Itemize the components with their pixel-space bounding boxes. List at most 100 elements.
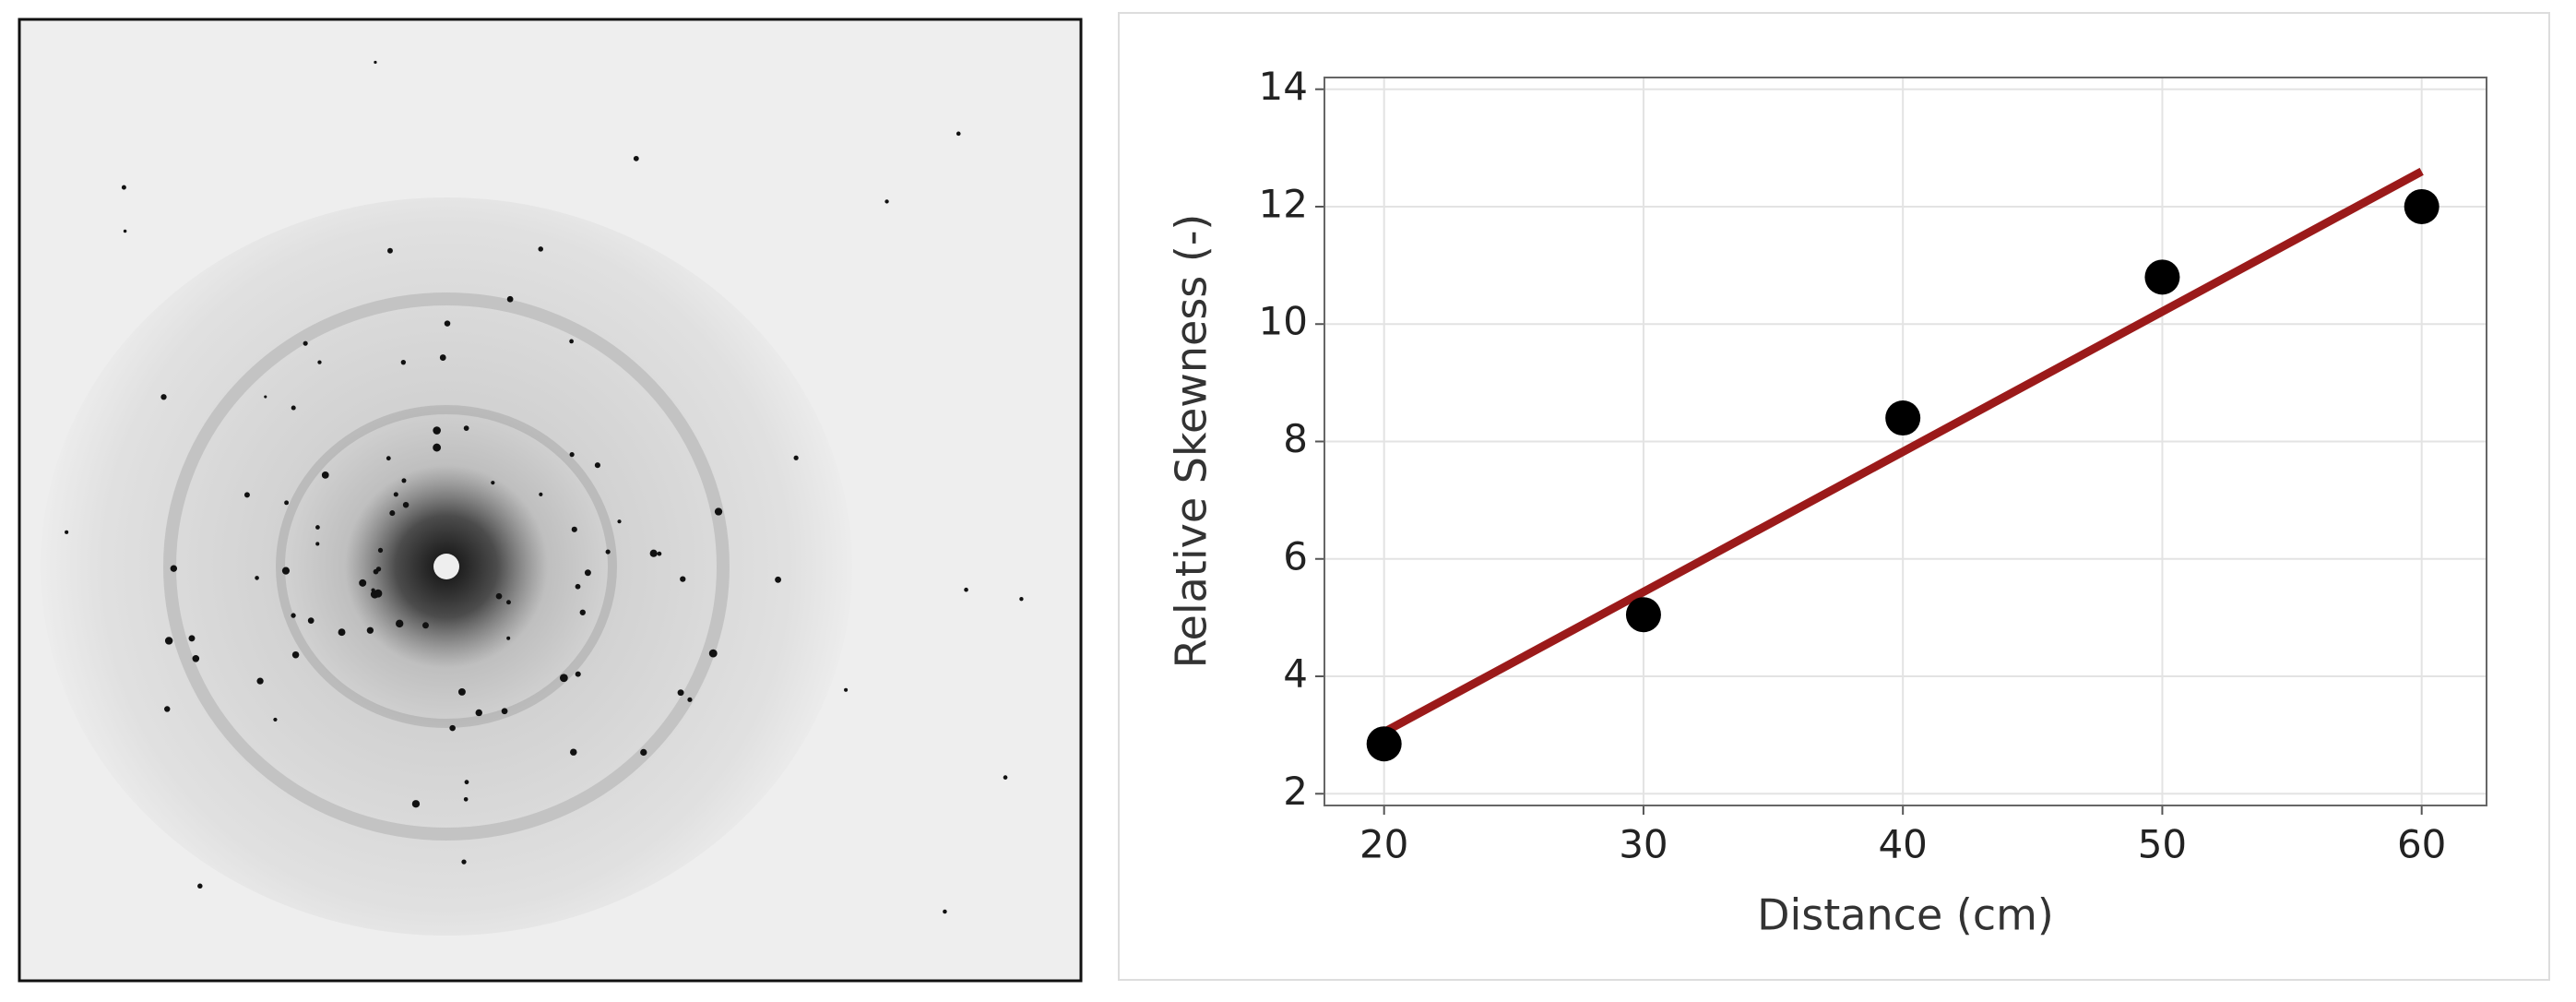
speck [395,619,404,628]
speck [386,456,391,461]
data-point [1625,597,1661,633]
speck [956,131,961,137]
speck [649,549,658,557]
speck [559,674,568,683]
speck [569,339,574,344]
speck [633,155,639,161]
x-tick-label: 20 [1359,822,1408,867]
speck [359,579,367,587]
diffraction-image [18,18,1083,983]
speck [579,609,586,615]
speck [714,507,723,516]
speck [884,199,889,204]
speck [570,748,577,756]
x-tick-label: 60 [2397,822,2446,867]
speck [775,576,782,583]
y-tick-label: 10 [1259,299,1308,344]
speck [506,636,511,640]
y-tick-label: 2 [1283,769,1308,814]
speck [687,697,693,702]
speck [433,443,442,452]
speck [264,395,267,399]
speck [569,452,575,458]
speck [366,626,374,634]
speck [657,551,662,556]
x-tick-label: 30 [1619,822,1668,867]
speck [401,478,407,483]
speck [461,859,467,865]
x-tick-label: 40 [1878,822,1927,867]
speck [421,622,429,629]
plot-area: 2 4 6 8 10 12 14 20 30 40 50 60 [1259,64,2487,867]
speck [495,592,503,600]
speck [680,576,686,582]
speck [400,360,407,365]
speck [501,708,508,715]
speck [374,60,377,65]
speck [121,185,126,190]
speck [433,426,441,435]
speck [273,717,278,722]
speck [303,340,308,346]
data-point [2404,188,2439,224]
chart-panel [1118,12,2550,981]
data-point [1885,400,1921,436]
speck [317,360,322,364]
speck [393,492,398,497]
speck [256,677,264,685]
speck [538,246,543,252]
speck [444,320,451,327]
speck [284,500,290,506]
speck [943,909,947,914]
speck [123,229,127,233]
speck [389,510,396,517]
speck [449,724,456,732]
speck [255,576,259,580]
speck [571,526,577,532]
y-tick-label: 6 [1283,533,1308,579]
speck [463,425,469,431]
speck [315,525,320,530]
y-tick-label: 4 [1283,651,1308,697]
speck [291,613,296,618]
speck [160,394,167,400]
data-point [1366,726,1402,762]
x-axis-label: Distance (cm) [1757,890,2054,940]
x-tick-label: 50 [2138,822,2187,867]
speck [387,247,393,254]
speck [475,709,482,717]
speck [677,689,684,697]
speck [844,687,849,692]
speck [411,800,421,808]
speck [491,481,495,485]
speck [373,568,379,575]
speck [964,587,968,592]
speck [594,462,600,469]
speck [281,567,291,575]
speck [321,471,329,479]
fit-line [1382,167,2424,736]
speck [377,547,384,554]
speck [402,501,410,508]
speck [539,492,543,496]
y-tick-label: 12 [1259,181,1308,226]
y-tick-label: 8 [1283,416,1308,461]
speck [291,650,300,659]
speck [374,589,383,598]
speck [65,530,69,534]
speck [164,706,171,712]
speck [640,748,647,757]
speck [575,671,581,677]
speck [164,637,173,645]
speck [506,600,511,605]
speck [457,687,466,696]
speck [1003,775,1008,780]
speck [584,569,591,577]
speck [197,883,203,889]
speck [291,405,296,411]
y-tick-label: 14 [1259,64,1308,109]
y-axis-label: Relative Skewness (-) [1167,214,1217,669]
speck [708,649,718,658]
